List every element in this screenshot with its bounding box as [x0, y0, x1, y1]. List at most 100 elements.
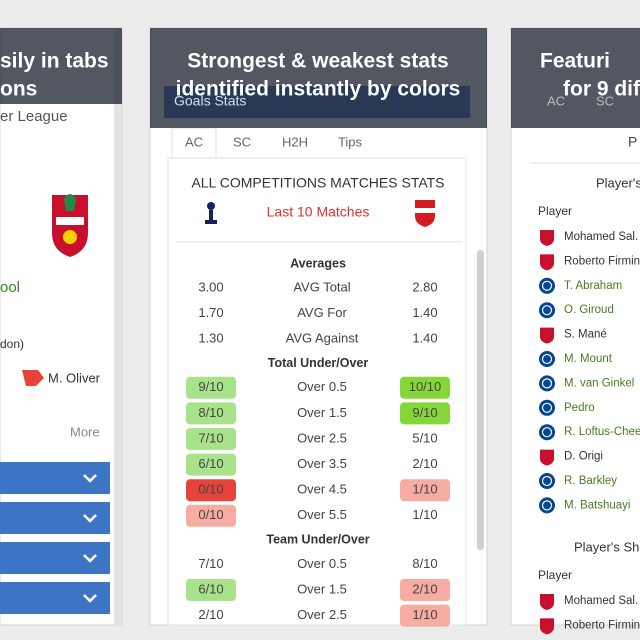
caption: for 9 dif [563, 78, 640, 101]
stat-label: Over 1.5 [297, 405, 347, 420]
player-name: Roberto Firmin [564, 255, 640, 267]
stat-value: 2/10 [412, 581, 437, 596]
stat-label: Over 1.5 [297, 581, 347, 596]
stat-value: 9/10 [198, 379, 223, 394]
stat-label: Over 2.5 [297, 430, 347, 445]
club-crest [539, 277, 555, 294]
club-crest [540, 618, 554, 635]
stat-value: 8/10 [198, 405, 223, 420]
stat-value: 2.80 [412, 279, 437, 294]
section-title: Averages [290, 256, 346, 270]
stat-label: Over 0.5 [297, 379, 347, 394]
stat-value: 1.40 [412, 331, 437, 346]
club-crest [540, 254, 554, 271]
section-title: Player's [596, 175, 640, 190]
tab: SC [233, 134, 251, 149]
player-name: O. Giroud [564, 304, 614, 316]
player-name: Roberto Firmin [564, 619, 640, 631]
stats-title: ALL COMPETITIONS MATCHES STATS [191, 175, 444, 191]
stat-pill [400, 376, 450, 399]
club-crest [541, 378, 553, 389]
chevron [83, 514, 97, 523]
stat-pill [186, 453, 236, 476]
club-crest [540, 327, 554, 344]
stat-label: Over 4.5 [297, 482, 347, 497]
chevron [83, 474, 97, 483]
player-name: M. van Ginkel [564, 377, 634, 389]
club-crest [541, 305, 553, 316]
stat-label: Over 2.5 [297, 607, 347, 622]
column-header: Player [538, 568, 572, 582]
tab: H2H [282, 134, 308, 149]
stat-label: AVG Against [286, 331, 359, 346]
active-tab [171, 127, 217, 159]
club-crest [540, 449, 554, 466]
club-crest [539, 351, 555, 367]
stat-label: Over 3.5 [297, 456, 347, 471]
club-crest [541, 402, 553, 413]
referee: M. Oliver [48, 370, 101, 385]
club-crest [540, 594, 554, 610]
player-name: M. Mount [564, 353, 613, 365]
caption: Strongest & weakest stats [187, 50, 448, 73]
stat-value: 0/10 [198, 507, 223, 522]
club-crest [540, 230, 554, 246]
middle-caption-band [150, 28, 487, 128]
club-crest [541, 280, 553, 291]
tab: AC [185, 134, 203, 149]
tab: SC [596, 93, 614, 108]
club-crest [539, 424, 555, 441]
player-name: M. Batshuayi [564, 499, 630, 511]
stat-value: 1.40 [412, 305, 437, 320]
player-name: T. Abraham [564, 280, 622, 292]
stat-label: AVG Total [293, 279, 350, 294]
stat-pill [400, 402, 450, 425]
player-name: R. Loftus-Chee [564, 426, 640, 438]
liverpool-crest [52, 194, 88, 257]
caption: Featuri [540, 50, 610, 73]
league: er League [0, 108, 68, 125]
stat-value: 1.70 [198, 305, 223, 320]
stat-value: 7/10 [198, 556, 223, 571]
club-crest [539, 302, 555, 319]
header: Goals Stats [174, 93, 246, 109]
section-title: Player's Sho [574, 539, 640, 554]
stat-value: 7/10 [198, 430, 223, 445]
stat-pill [186, 428, 236, 450]
player-name: Pedro [564, 402, 595, 414]
team-name: ool [0, 279, 20, 296]
club-crest [541, 475, 553, 487]
right-caption-band [511, 28, 640, 128]
stat-value: 2/10 [412, 456, 437, 471]
caption: sily in tabs [0, 50, 109, 73]
stat-value: 1/10 [412, 482, 437, 497]
tab: AC [547, 93, 565, 108]
header: P [628, 134, 637, 150]
section-title: Team Under/Over [266, 533, 369, 547]
club-crest [541, 427, 553, 438]
referee-icon [22, 370, 44, 386]
player-name: Mohamed Sal. [564, 231, 638, 243]
stat-label: Over 0.5 [297, 556, 347, 571]
stat-pill [186, 579, 236, 601]
player-name: R. Barkley [564, 475, 617, 487]
club-crest [541, 353, 553, 365]
stat-value: 6/10 [198, 581, 223, 596]
away-crest [415, 200, 435, 227]
stat-value: 2/10 [198, 607, 223, 622]
home-crest [205, 202, 217, 224]
stat-value: 5/10 [412, 430, 437, 445]
chevron [83, 594, 97, 603]
club-crest [539, 375, 555, 392]
stat-pill [400, 579, 450, 601]
stat-value: 8/10 [412, 556, 437, 571]
middle-scrollbar [477, 250, 484, 550]
player-name: Mohamed Sal. [564, 595, 638, 607]
stats-box [167, 157, 467, 626]
stat-value: 9/10 [412, 405, 437, 420]
stat-value: 3.00 [198, 279, 223, 294]
stat-value: 1.30 [198, 331, 223, 346]
stat-pill [186, 376, 236, 399]
